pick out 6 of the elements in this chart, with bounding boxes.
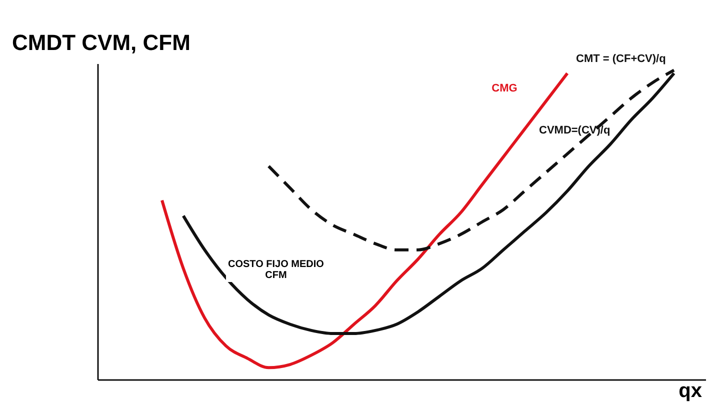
text: CMG [492,82,518,94]
series-label: CVMD=(CV)/q [539,124,610,136]
x-axis-title: qx [678,380,702,403]
y-axis-title: CMDT CVM, CFM [12,30,190,56]
annotation: COSTO FIJO MEDIO CFM [226,258,326,282]
series-label: CMT = (CF+CV)/q [576,53,666,66]
